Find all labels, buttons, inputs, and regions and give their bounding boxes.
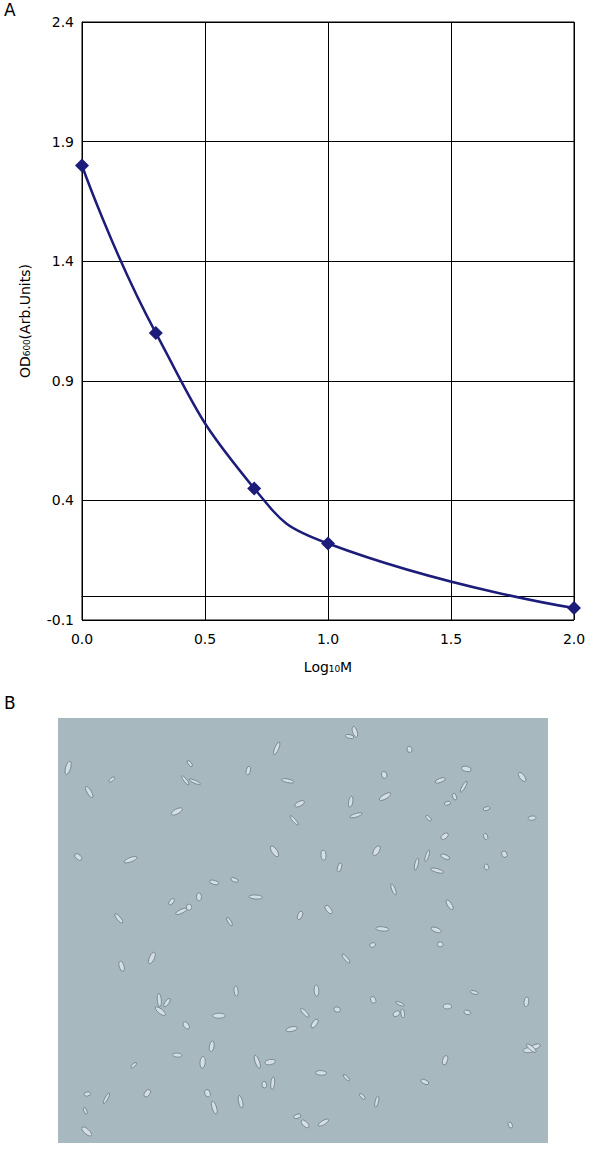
svg-text:2.0: 2.0 <box>563 631 585 647</box>
svg-text:Log₁₀M: Log₁₀M <box>304 659 352 675</box>
svg-text:2.4: 2.4 <box>52 14 74 30</box>
html-text:B: B <box>4 693 16 713</box>
svg-text:1.5: 1.5 <box>440 631 462 647</box>
svg-text:0.5: 0.5 <box>194 631 216 647</box>
svg-text:-0.1: -0.1 <box>47 612 74 628</box>
svg-text:0.4: 0.4 <box>52 492 74 508</box>
svg-text:1.4: 1.4 <box>52 253 74 269</box>
svg-text:0.0: 0.0 <box>71 631 93 647</box>
svg-text:0.9: 0.9 <box>52 373 74 389</box>
html-text:A: A <box>4 0 16 20</box>
svg-text:OD₆₀₀(Arb.Units): OD₆₀₀(Arb.Units) <box>17 264 33 378</box>
svg-text:1.9: 1.9 <box>52 134 74 150</box>
svg-text:1.0: 1.0 <box>317 631 339 647</box>
